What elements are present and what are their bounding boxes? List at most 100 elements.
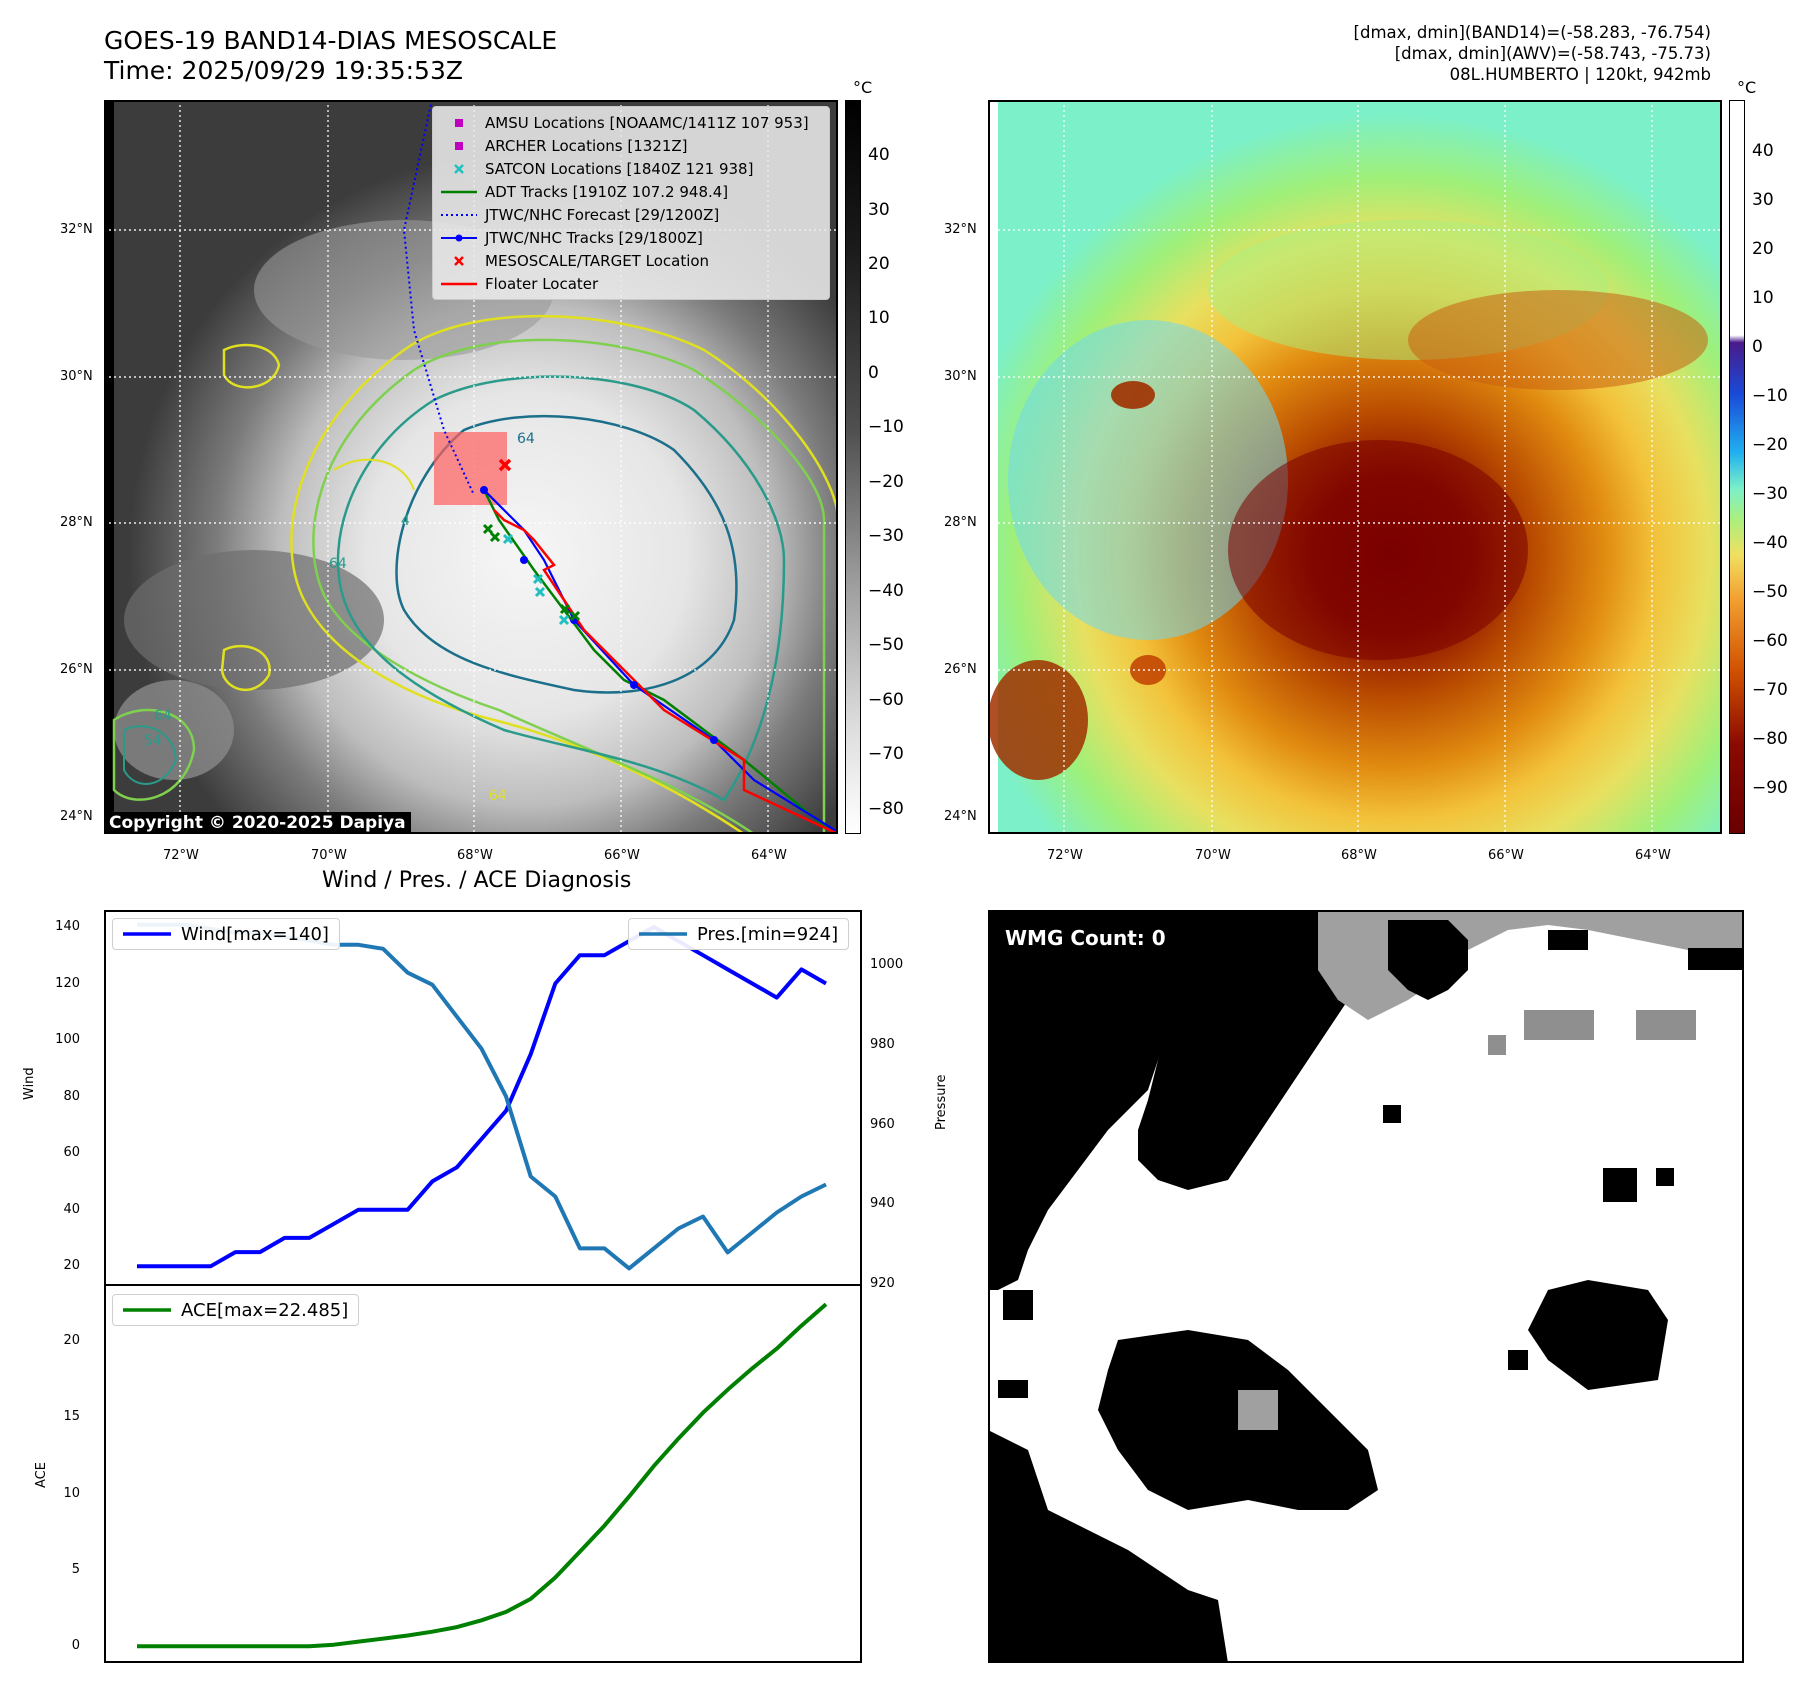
x-marker-icon: [439, 159, 479, 179]
contour-label: 64: [329, 556, 347, 572]
line-icon: [123, 932, 171, 936]
legend-label: ADT Tracks [1910Z 107.2 948.4]: [485, 183, 729, 201]
adt-markers: [482, 523, 581, 622]
pressure-tick: 980: [870, 1036, 895, 1052]
cold-patch: [988, 660, 1088, 780]
diagnosis-title: Wind / Pres. / ACE Diagnosis: [322, 868, 632, 893]
colorbar-tick: −90: [1752, 778, 1788, 798]
legend-item-nhc-tracks: JTWC/NHC Tracks [29/1800Z]: [439, 228, 703, 248]
contour-fragment: [333, 458, 415, 491]
ace-tick: 20: [63, 1332, 80, 1348]
legend-item-amsu: AMSU Locations [NOAAMC/1411Z 107 953]: [439, 113, 809, 133]
lat-label: 30°N: [944, 369, 977, 384]
ace-tick: 0: [71, 1638, 80, 1654]
x-marker-icon: [439, 251, 479, 271]
ace-tick: 5: [71, 1561, 80, 1577]
lon-label: 64°W: [1635, 848, 1671, 863]
legend-item-target: MESOSCALE/TARGET Location: [439, 251, 709, 271]
ace-line: [137, 1302, 828, 1649]
contour-island: [222, 343, 281, 389]
lat-label: 24°N: [60, 809, 93, 824]
figure-time: Time: 2025/09/29 19:35:53Z: [104, 56, 463, 85]
legend-label: JTWC/NHC Tracks [29/1800Z]: [485, 229, 703, 247]
copyright-label: Copyright © 2020-2025 Dapiya: [104, 812, 411, 834]
contour-teal: [336, 375, 786, 802]
legend-item-satcon: SATCON Locations [1840Z 121 938]: [439, 159, 753, 179]
wind-tick: 60: [63, 1145, 80, 1161]
lon-label: 72°W: [163, 848, 199, 863]
colorbar-tick: −60: [868, 690, 904, 710]
ir-map-frame: [104, 100, 838, 834]
contour-outer: [290, 314, 838, 834]
contour-label: 54: [144, 733, 162, 749]
legend-label: ARCHER Locations [1321Z]: [485, 137, 688, 155]
ace-chart: [137, 1302, 828, 1649]
contour-label: 4: [401, 513, 410, 529]
wmg-mask-image: [988, 910, 1744, 1663]
wmg-frame: [988, 910, 1744, 1663]
pressure-tick: 920: [870, 1276, 895, 1292]
colorbar-tick: −50: [1752, 582, 1788, 602]
contour-label: 64: [154, 708, 172, 724]
legend-label: JTWC/NHC Forecast [29/1200Z]: [485, 206, 720, 224]
pressure-legend-label: Pres.[min=924]: [697, 923, 839, 945]
lon-label: 72°W: [1047, 848, 1083, 863]
wind-tick: 100: [55, 1032, 80, 1048]
pressure-tick: 1000: [870, 956, 904, 972]
wind-line: [137, 925, 827, 1269]
line-icon: [123, 1308, 171, 1312]
legend-item-floater: Floater Locater: [439, 274, 598, 294]
lat-label: 24°N: [944, 809, 977, 824]
square-marker-icon: [439, 113, 479, 133]
colorbar-tick: −30: [1752, 484, 1788, 504]
contour-island: [123, 725, 178, 785]
lat-label: 30°N: [60, 369, 93, 384]
ace-legend-label: ACE[max=22.485]: [181, 1299, 349, 1321]
contour-core: [395, 414, 738, 694]
colorbar-tick: 20: [1752, 239, 1774, 259]
floater-box: [434, 432, 507, 505]
wind-tick: 40: [63, 1201, 80, 1217]
lon-label: 70°W: [1195, 848, 1231, 863]
legend-item-archer: ARCHER Locations [1321Z]: [439, 136, 688, 156]
ace-axis-label: ACE: [34, 1462, 49, 1488]
dotted-line-icon: [439, 205, 479, 225]
colorbar-tick: −80: [868, 799, 904, 819]
colorbar-tick: 40: [868, 145, 890, 165]
cold-core: [1228, 440, 1528, 660]
line-dot-icon: [439, 228, 479, 248]
wind-tick: 80: [63, 1088, 80, 1104]
legend-label: Floater Locater: [485, 275, 599, 293]
target-marker: [498, 458, 512, 472]
colorbar-tick: −40: [868, 581, 904, 601]
colorbar-unit: °C: [1737, 78, 1757, 97]
colorbar-tick: 20: [868, 254, 890, 274]
colorbar-tick: −10: [868, 417, 904, 437]
legend-item-adt: ADT Tracks [1910Z 107.2 948.4]: [439, 182, 728, 202]
dry-region: [1008, 320, 1288, 640]
colorbar-tick: 30: [868, 200, 890, 220]
line-icon: [439, 182, 479, 202]
colorbar-tick: −50: [868, 635, 904, 655]
legend-item-forecast: JTWC/NHC Forecast [29/1200Z]: [439, 205, 719, 225]
figure-title: GOES-19 BAND14-DIAS MESOSCALE: [104, 26, 558, 55]
lat-label: 28°N: [60, 515, 93, 530]
colorbar-tick: −60: [1752, 631, 1788, 651]
map-grid: [988, 100, 1722, 834]
colorbar-tick: 10: [868, 308, 890, 328]
ace-legend: ACE[max=22.485]: [112, 1294, 360, 1326]
wmg-count-label: WMG Count: 0: [998, 922, 1173, 954]
cold-patch: [1111, 381, 1155, 409]
lon-label: 70°W: [311, 848, 347, 863]
wind-axis-label: Wind: [22, 1067, 37, 1100]
pressure-axis-label: Pressure: [934, 1074, 949, 1130]
contour-label: 64: [489, 788, 507, 804]
wind-pressure-frame: [104, 910, 862, 1286]
ace-tick: 10: [63, 1485, 80, 1501]
colorbar-tick: 40: [1752, 141, 1774, 161]
colorbar-tick: −20: [1752, 435, 1788, 455]
pressure-legend: Pres.[min=924]: [628, 918, 850, 950]
colorbar-tick: −30: [868, 526, 904, 546]
floater-track: [493, 509, 838, 834]
wind-tick: 120: [55, 975, 80, 991]
